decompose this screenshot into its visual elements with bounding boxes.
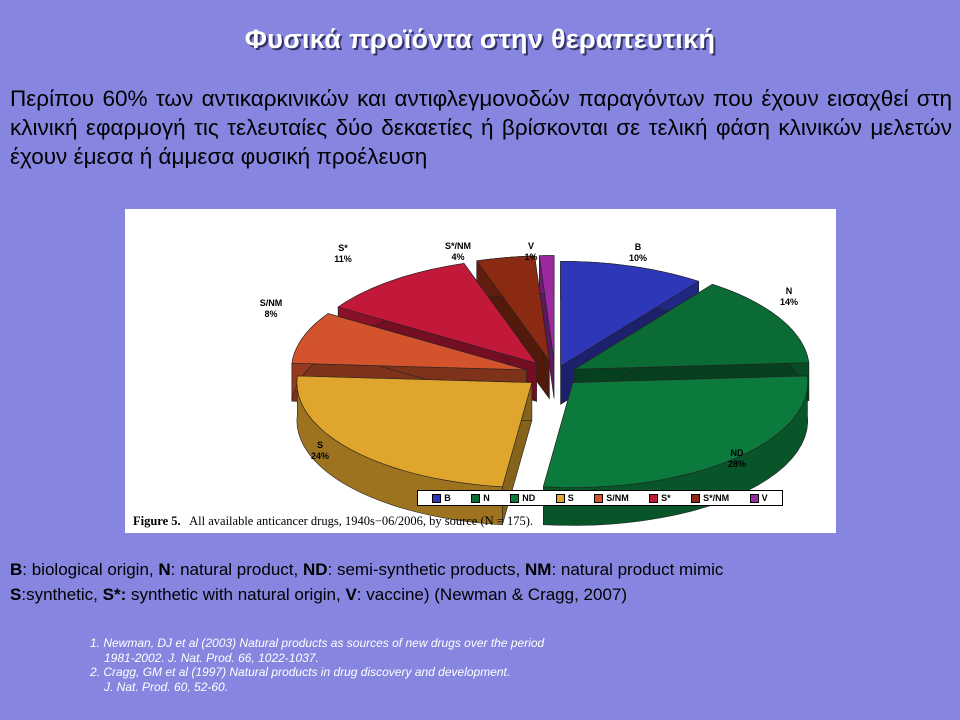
slice-value-s--nm: 4% xyxy=(451,252,464,262)
pie-slice-s xyxy=(296,375,533,526)
slice-value-b: 10% xyxy=(629,253,647,263)
figure-caption-text: All available anticancer drugs, 1940s−06… xyxy=(189,514,533,528)
legend-swatch xyxy=(510,493,520,503)
legend-label: B xyxy=(444,493,451,503)
pie-slice-nd xyxy=(542,375,809,526)
reference-1: 1. Newman, DJ et al (2003) Natural produ… xyxy=(90,636,545,650)
abbreviation-key-term: NM xyxy=(524,560,552,579)
intro-paragraph: Περίπου 60% των αντικαρκινικών και αντιφ… xyxy=(10,86,952,169)
abbreviation-definition: : vaccine) (Newman & Cragg, 2007) xyxy=(356,585,628,604)
pie-slice-n xyxy=(573,283,810,408)
slice-value-s-nm: 8% xyxy=(264,309,277,319)
legend-item-nd: ND xyxy=(510,493,535,503)
legend-swatch xyxy=(555,493,565,503)
abbreviation-definition: synthetic with natural origin, xyxy=(126,585,346,604)
figure-caption-label: Figure 5. xyxy=(133,514,181,528)
abbreviation-definition: : semi-synthetic products, xyxy=(327,560,525,579)
abbreviation-definition: : natural product mimic xyxy=(551,560,724,579)
slide-title: Φυσικά προϊόντα στην θεραπευτική xyxy=(244,24,716,54)
slice-value-s-: 11% xyxy=(334,254,352,264)
legend-swatch xyxy=(691,493,701,503)
legend-swatch xyxy=(432,493,442,503)
figure-caption: Figure 5. All available anticancer drugs… xyxy=(133,514,533,529)
legend-item-s--nm: S*/NM xyxy=(691,493,729,503)
legend-label: V xyxy=(761,493,768,503)
slice-label-s--nm: S*/NM xyxy=(445,241,471,251)
slice-label-s-: S* xyxy=(338,243,348,253)
slice-label-s-nm: S/NM xyxy=(260,298,283,308)
slice-value-s: 24% xyxy=(311,451,329,461)
abbreviation-definition: :synthetic, xyxy=(21,585,103,604)
legend-swatch xyxy=(471,493,481,503)
abbreviation-key-term: S*: xyxy=(102,585,127,604)
slice-label-n: N xyxy=(786,286,793,296)
abbreviation-key-term: B xyxy=(10,560,23,579)
abbreviation-line-1: B: biological origin, N: natural product… xyxy=(10,557,955,582)
pie-slice-v xyxy=(538,255,555,399)
legend-swatch xyxy=(594,493,604,503)
abbreviation-key-term: V xyxy=(345,585,357,604)
legend-label: S/NM xyxy=(606,493,629,503)
figure-panel: B 10% N 14% ND 28% S 24% S/NM 8% S* 11% S*/NM 4% V 1% B… xyxy=(125,209,836,533)
slice-label-b: B xyxy=(635,242,642,252)
slice-value-nd: 28% xyxy=(728,459,746,469)
legend-label: ND xyxy=(522,493,536,503)
abbreviation-key-term: ND xyxy=(302,560,328,579)
legend-item-b: B xyxy=(432,493,451,503)
slice-label-nd: ND xyxy=(731,448,744,458)
reference-2-source: J. Nat. Prod. 60, 52-60. xyxy=(104,679,229,694)
abbreviation-definition: : biological origin, xyxy=(22,560,159,579)
abbreviation-key-term: N xyxy=(158,560,171,579)
references-list: 1. Newman, DJ et al (2003) Natural produ… xyxy=(90,636,690,694)
slice-value-n: 14% xyxy=(780,297,798,307)
chart-legend: B N ND S S/NM S* S*/NM V xyxy=(417,490,783,506)
abbreviation-key: B: biological origin, N: natural product… xyxy=(10,557,955,607)
legend-item-s: S xyxy=(555,493,574,503)
abbreviation-key-term: S xyxy=(10,585,22,604)
abbreviation-definition: : natural product, xyxy=(170,560,303,579)
legend-item-s-: S* xyxy=(649,493,671,503)
legend-item-s-nm: S/NM xyxy=(594,493,629,503)
legend-label: S*/NM xyxy=(703,493,730,503)
slice-value-v: 1% xyxy=(524,252,537,262)
legend-label: S xyxy=(567,493,574,503)
slice-label-v: V xyxy=(528,241,534,251)
legend-item-v: V xyxy=(749,493,768,503)
legend-item-n: N xyxy=(471,493,490,503)
reference-2: 2. Cragg, GM et al (1997) Natural produc… xyxy=(90,665,511,679)
legend-swatch xyxy=(749,493,759,503)
abbreviation-line-2: S:synthetic, S*: synthetic with natural … xyxy=(10,582,955,607)
legend-label: N xyxy=(483,493,490,503)
legend-swatch xyxy=(649,493,659,503)
slice-label-s: S xyxy=(317,440,323,450)
legend-label: S* xyxy=(661,493,671,503)
reference-1-source: 1981-2002. J. Nat. Prod. 66, 1022-1037. xyxy=(104,650,319,665)
